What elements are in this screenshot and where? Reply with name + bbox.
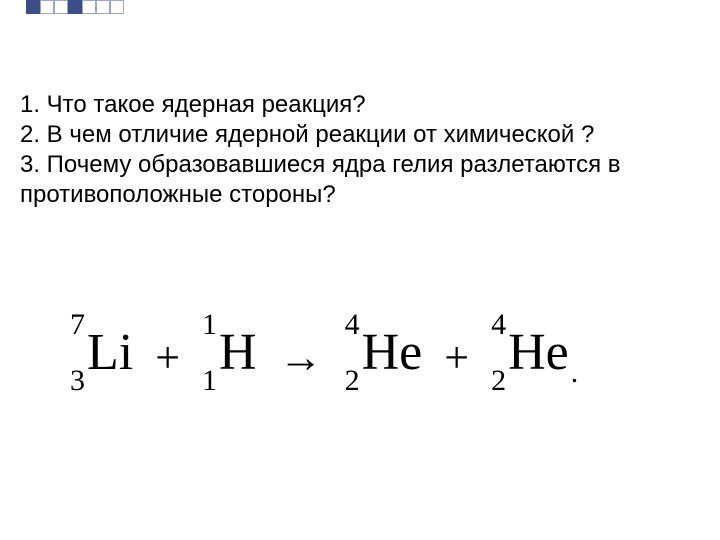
- nuclide-indices: 42: [491, 310, 506, 396]
- plus-operator: +: [444, 332, 469, 383]
- corner-decoration: [26, 0, 124, 14]
- equation-period: .: [571, 356, 579, 390]
- nuclide-indices: 73: [70, 310, 85, 396]
- deco-square: [54, 0, 68, 14]
- plus-operator: +: [155, 332, 180, 383]
- arrow-icon: →: [279, 332, 323, 383]
- atomic-number: 2: [491, 366, 506, 396]
- mass-number: 4: [491, 310, 506, 340]
- deco-square: [40, 0, 54, 14]
- question-2: 2. В чем отличие ядерной реакции от хими…: [20, 120, 710, 150]
- slide: 1. Что такое ядерная реакция? 2. В чем о…: [0, 0, 720, 540]
- mass-number: 7: [70, 310, 85, 340]
- question-1: 1. Что такое ядерная реакция?: [20, 90, 710, 120]
- deco-square: [68, 0, 82, 14]
- question-list: 1. Что такое ядерная реакция? 2. В чем о…: [20, 90, 710, 210]
- element-symbol: He: [362, 327, 423, 379]
- deco-square: [82, 0, 96, 14]
- deco-square: [96, 0, 110, 14]
- element-symbol: H: [219, 327, 257, 379]
- nuclide: 73Li: [70, 310, 133, 396]
- atomic-number: 2: [345, 366, 360, 396]
- question-3: 3. Почему образовавшиеся ядра гелия разл…: [20, 150, 710, 210]
- nuclide: 42He: [345, 310, 423, 396]
- nuclide: 11H: [202, 310, 257, 396]
- mass-number: 1: [202, 310, 217, 340]
- nuclide: 42He: [491, 310, 569, 396]
- element-symbol: He: [508, 327, 569, 379]
- deco-square: [26, 0, 40, 14]
- atomic-number: 1: [202, 366, 217, 396]
- atomic-number: 3: [70, 366, 85, 396]
- mass-number: 4: [345, 310, 360, 340]
- nuclide-indices: 11: [202, 310, 217, 396]
- nuclide-indices: 42: [345, 310, 360, 396]
- deco-square: [110, 0, 124, 14]
- element-symbol: Li: [87, 327, 133, 379]
- nuclear-equation: 73Li+11H→42He+42He.: [70, 310, 578, 396]
